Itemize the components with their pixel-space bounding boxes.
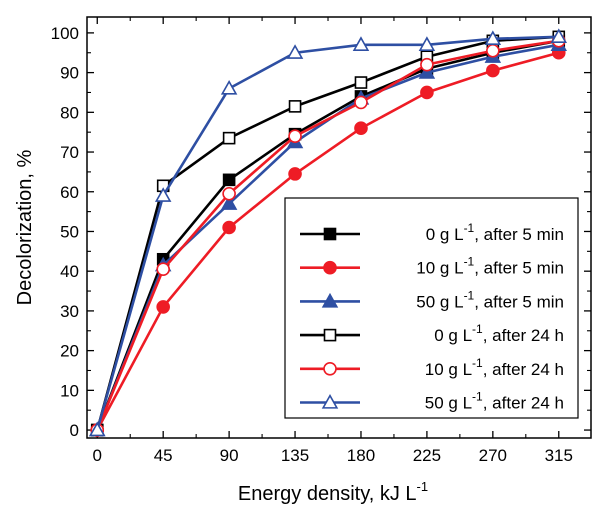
data-point (418, 36, 436, 51)
legend-label-superscript: -1 (472, 356, 483, 370)
legend-label-text: 0 g L (434, 326, 472, 345)
legend-label-text: 50 g L (425, 394, 472, 413)
x-tick-label: 315 (545, 446, 573, 465)
legend-entry-2: 50 g L-1, after 5 min (300, 288, 564, 311)
series-line (96, 39, 559, 431)
x-tick-label: 270 (479, 446, 507, 465)
legend-label-suffix: , after 5 min (474, 225, 564, 244)
y-tick-label: 30 (60, 302, 79, 321)
legend-entry-3: 0 g L-1, after 24 h (300, 322, 564, 345)
x-tick-label: 0 (93, 446, 102, 465)
legend-label-suffix: , after 5 min (474, 259, 564, 278)
x-tick-label: 225 (413, 446, 441, 465)
y-tick-label: 10 (60, 381, 79, 400)
data-point (220, 195, 238, 210)
x-axis-title: Energy density, kJ L-1 (238, 479, 428, 505)
data-point (288, 129, 302, 143)
legend-label-text: 10 g L (416, 259, 463, 278)
data-point (484, 30, 502, 46)
legend-label: 50 g L-1, after 24 h (425, 390, 564, 413)
data-point (222, 131, 236, 145)
legend-label-text: 10 g L (425, 360, 472, 379)
data-point (222, 173, 236, 187)
data-point (420, 85, 434, 100)
legend-entry-5: 50 g L-1, after 24 h (300, 390, 564, 413)
y-tick-label: 90 (60, 64, 79, 83)
y-tick-label: 70 (60, 143, 79, 162)
y-tick-label: 80 (60, 103, 79, 122)
data-point (288, 100, 302, 113)
legend-label-superscript: -1 (464, 255, 475, 269)
data-point (156, 262, 170, 277)
data-point (288, 167, 302, 181)
legend-label: 0 g L-1, after 24 h (434, 322, 564, 345)
y-tick-label: 20 (60, 342, 79, 361)
data-point (352, 36, 370, 51)
x-axis-title-text: Energy density, kJ L (238, 483, 417, 505)
data-point (486, 63, 500, 78)
legend-label: 10 g L-1, after 24 h (425, 356, 564, 379)
x-axis-title-superscript: -1 (417, 479, 429, 494)
legend-label-superscript: -1 (472, 322, 483, 336)
data-point (156, 300, 170, 314)
series-layer (89, 28, 568, 437)
x-tick-label: 135 (281, 446, 309, 465)
data-point (354, 121, 368, 136)
legend-label-text: 0 g L (426, 225, 464, 244)
series-line (96, 51, 560, 431)
y-tick-label: 100 (51, 24, 79, 43)
data-point (418, 64, 436, 79)
y-tick-label: 0 (70, 421, 79, 440)
legend-label-suffix: , after 24 h (483, 360, 564, 379)
y-axis-title: Decolorization, % (14, 149, 36, 305)
legend-label: 0 g L-1, after 5 min (426, 221, 564, 244)
data-point (154, 187, 172, 202)
legend-entry-4: 10 g L-1, after 24 h (300, 356, 564, 379)
data-point (420, 57, 434, 72)
legend-swatch-marker (323, 227, 337, 241)
axes: 0 45 90 135 180 225 270 315 0 10 20 30 40 50 60 70 80 90 1… (14, 16, 592, 505)
legend-entry-0: 0 g L-1, after 5 min (300, 221, 564, 244)
data-point (486, 43, 500, 58)
legend-label: 10 g L-1, after 5 min (416, 255, 564, 278)
legend-label-superscript: -1 (472, 390, 483, 404)
data-point (89, 421, 106, 437)
legend-swatch-marker (321, 393, 339, 409)
legend-swatch-marker (321, 292, 339, 308)
legend-label: 50 g L-1, after 5 min (416, 288, 564, 311)
data-point (222, 186, 236, 201)
legend-label-suffix: , after 24 h (483, 326, 564, 345)
x-tick-label: 45 (154, 446, 173, 465)
legend-swatch-marker (323, 361, 337, 376)
data-point (222, 220, 236, 235)
legend-entry-1: 10 g L-1, after 5 min (300, 255, 564, 278)
x-tick-label: 180 (347, 446, 375, 465)
series-line (96, 35, 559, 431)
data-point (286, 44, 304, 59)
y-tick-label: 50 (60, 222, 79, 241)
legend-swatch-marker (323, 328, 337, 342)
data-point (354, 95, 368, 110)
legend-label-superscript: -1 (464, 221, 475, 235)
series-line (96, 39, 559, 431)
y-tick-label: 40 (60, 262, 79, 281)
legend-label-text: 50 g L (416, 292, 463, 311)
legend-label-superscript: -1 (464, 288, 475, 302)
plot-frame (86, 16, 592, 439)
data-point (220, 79, 238, 95)
y-tick-label: 60 (60, 183, 79, 202)
series-5 (89, 28, 568, 437)
x-tick-label: 90 (220, 446, 239, 465)
data-point (354, 76, 368, 89)
legend-swatch-marker (323, 260, 337, 275)
legend-label-suffix: , after 24 h (483, 394, 564, 413)
data-point (550, 28, 568, 44)
legend-label-suffix: , after 5 min (474, 292, 564, 311)
